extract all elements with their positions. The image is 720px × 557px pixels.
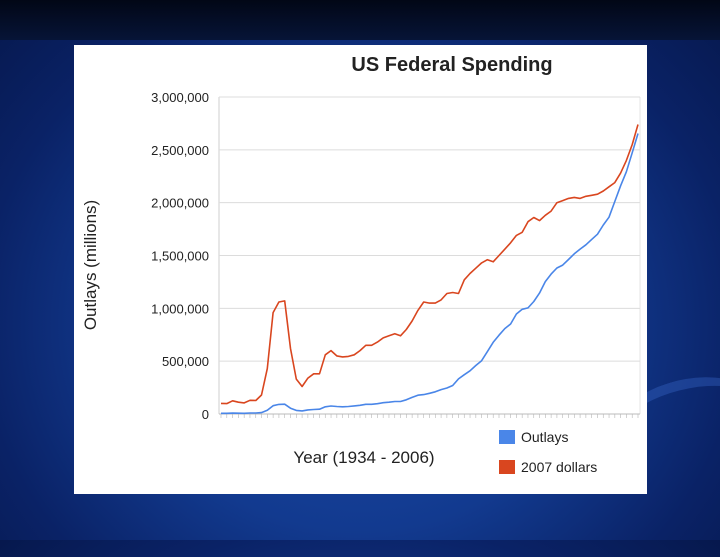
series-line-2007-dollars — [220, 124, 639, 405]
legend-label: Outlays — [521, 429, 568, 445]
legend-swatch-2007-dollars — [499, 460, 515, 474]
y-tick-label: 500,000 — [162, 354, 209, 369]
chart-card: US Federal Spending Year (1934 - 2006) O… — [74, 45, 647, 494]
y-tick-label: 2,000,000 — [151, 196, 209, 211]
us-federal-spending-chart: US Federal Spending Year (1934 - 2006) O… — [81, 54, 641, 475]
y-tick-label: 0 — [202, 407, 209, 422]
slide-top-band — [0, 0, 720, 40]
chart-title: US Federal Spending — [351, 54, 552, 76]
legend-label: 2007 dollars — [521, 459, 597, 475]
y-tick-label: 3,000,000 — [151, 90, 209, 105]
y-tick-label: 1,000,000 — [151, 301, 209, 316]
y-tick-label: 2,500,000 — [151, 143, 209, 158]
series-line-outlays — [221, 133, 639, 415]
y-axis-label: Outlays (millions) — [81, 200, 100, 330]
x-axis-label: Year (1934 - 2006) — [293, 448, 434, 467]
legend-swatch-outlays — [499, 430, 515, 444]
y-tick-label: 1,500,000 — [151, 249, 209, 264]
